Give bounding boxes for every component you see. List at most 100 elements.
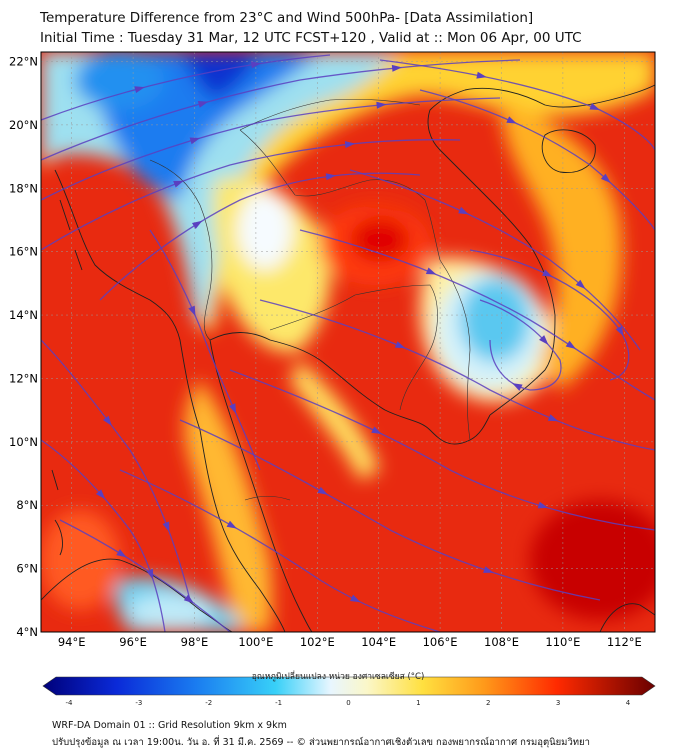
- lat-label: 4°N: [16, 625, 38, 639]
- wind-arrow-icon: [226, 520, 237, 529]
- colorbar-tick-label: -4: [66, 699, 74, 707]
- wind-arrow-icon: [191, 220, 203, 230]
- colorbar-tick-label: 1: [416, 699, 420, 707]
- footer-model-info: WRF-DA Domain 01 :: Grid Resolution 9km …: [52, 720, 287, 731]
- wind-arrow-icon: [146, 568, 154, 580]
- chart-subtitle: Initial Time : Tuesday 31 Mar, 12 UTC FC…: [40, 30, 582, 46]
- wind-arrow-icon: [317, 486, 328, 495]
- wind-streamline: [41, 59, 521, 161]
- wind-arrow-icon: [575, 279, 586, 289]
- wind-arrow-icon: [565, 340, 576, 350]
- wind-arrow-icon: [325, 173, 337, 181]
- wind-arrow-icon: [162, 521, 170, 533]
- wind-arrow-icon: [344, 141, 356, 149]
- lat-label: 10°N: [9, 435, 38, 449]
- wind-streamline: [259, 299, 655, 451]
- lon-label: 108°E: [484, 635, 519, 649]
- lon-label: 102°E: [300, 635, 335, 649]
- wind-arrow-icon: [600, 173, 611, 183]
- borders: [149, 98, 471, 501]
- colorbar-tick-label: -1: [275, 699, 282, 707]
- lon-label: 110°E: [545, 635, 580, 649]
- wind-arrow-icon: [197, 100, 209, 108]
- lon-label: 98°E: [181, 635, 209, 649]
- wind-arrow-icon: [547, 414, 559, 422]
- lat-label: 12°N: [9, 371, 38, 385]
- colorbar-ticks: -4 -3 -2 -1 0 1 2 3 4: [66, 699, 631, 707]
- wind-arrow-icon: [116, 549, 127, 558]
- footer-update-info: ปรับปรุงข้อมูล ณ เวลา 19:00น. วัน อ. ที่…: [52, 737, 590, 748]
- lat-label: 20°N: [9, 118, 38, 132]
- wind-streamline: [349, 169, 641, 351]
- lon-label: 94°E: [58, 635, 86, 649]
- wind-arrow-icon: [188, 305, 196, 317]
- graticule: [41, 52, 655, 632]
- wind-arrow-icon: [458, 206, 469, 215]
- wind-streamlines: [41, 54, 655, 632]
- wind-arrow-icon: [512, 383, 523, 391]
- wind-arrow-icon: [183, 594, 194, 604]
- colorbar-tick-label: 2: [486, 699, 490, 707]
- wind-arrow-icon: [391, 64, 403, 72]
- lat-label: 22°N: [9, 55, 38, 69]
- wind-arrow-icon: [173, 180, 184, 188]
- colorbar-tick-label: 0: [346, 699, 350, 707]
- wind-streamline: [299, 229, 655, 401]
- lat-label: 8°N: [16, 498, 38, 512]
- wind-arrow-icon: [95, 489, 106, 500]
- colorbar: -4 -3 -2 -1 0 1 2 3 4: [42, 676, 656, 707]
- colorbar-tick-label: -2: [205, 699, 212, 707]
- wind-streamline: [469, 249, 630, 381]
- wind-arrow-icon: [589, 102, 601, 110]
- chart-title: Temperature Difference from 23°C and Win…: [40, 10, 534, 26]
- wind-streamline: [479, 299, 562, 391]
- temperature-anomaly-field: [41, 52, 655, 632]
- wind-arrow-icon: [542, 269, 553, 277]
- wind-arrow-icon: [376, 101, 387, 109]
- lat-label: 18°N: [9, 181, 38, 195]
- wind-arrow-icon: [250, 61, 262, 69]
- wind-streamline: [41, 339, 191, 601]
- wind-arrow-icon: [371, 426, 382, 434]
- lon-label: 104°E: [361, 635, 396, 649]
- wind-arrow-icon: [615, 325, 624, 337]
- wind-arrow-icon: [189, 137, 201, 145]
- colorbar-tick-label: -3: [135, 699, 142, 707]
- wind-arrow-icon: [350, 594, 361, 603]
- wind-streamline: [119, 469, 441, 632]
- wind-streamline: [229, 369, 655, 531]
- lat-label: 14°N: [9, 308, 38, 322]
- wind-streamline: [41, 139, 461, 251]
- wind-streamline: [179, 419, 601, 601]
- latitude-labels: 22°N 20°N 18°N 16°N 14°N 12°N 10°N 8°N 6°N 4°N: [9, 55, 38, 639]
- wind-arrow-icon: [476, 71, 487, 79]
- colorbar-gradient: [42, 676, 656, 696]
- lat-label: 6°N: [16, 562, 38, 576]
- lat-label: 16°N: [9, 245, 38, 259]
- wind-streamline: [419, 89, 655, 231]
- wind-arrow-icon: [506, 116, 517, 124]
- lon-label: 96°E: [119, 635, 147, 649]
- wind-arrow-icon: [394, 341, 406, 349]
- wind-streamline: [379, 59, 655, 151]
- wind-streamline: [41, 439, 166, 632]
- lon-label: 106°E: [423, 635, 458, 649]
- lon-label: 100°E: [238, 635, 273, 649]
- lon-label: 112°E: [607, 635, 642, 649]
- colorbar-tick-label: 4: [626, 699, 631, 707]
- colorbar-tick-label: 3: [556, 699, 560, 707]
- colorbar-label: อุณหภูมิเปลี่ยนแปลง หน่วย องศาเซลเซียส (…: [251, 672, 425, 682]
- wind-arrow-icon: [102, 415, 112, 426]
- map-frame: [40, 51, 656, 633]
- wind-arrow-icon: [537, 501, 549, 509]
- wind-arrow-icon: [425, 267, 437, 275]
- wind-streamline: [41, 97, 501, 201]
- wind-streamline: [41, 54, 331, 121]
- coastlines: [41, 84, 655, 632]
- map-panel: [41, 52, 655, 632]
- wind-arrow-icon: [134, 86, 145, 94]
- wind-arrow-icon: [228, 403, 237, 414]
- wind-arrow-icon: [539, 335, 549, 345]
- wind-arrow-icon: [483, 566, 494, 573]
- longitude-labels: 94°E 96°E 98°E 100°E 102°E 104°E 106°E 108°E 110…: [58, 635, 642, 649]
